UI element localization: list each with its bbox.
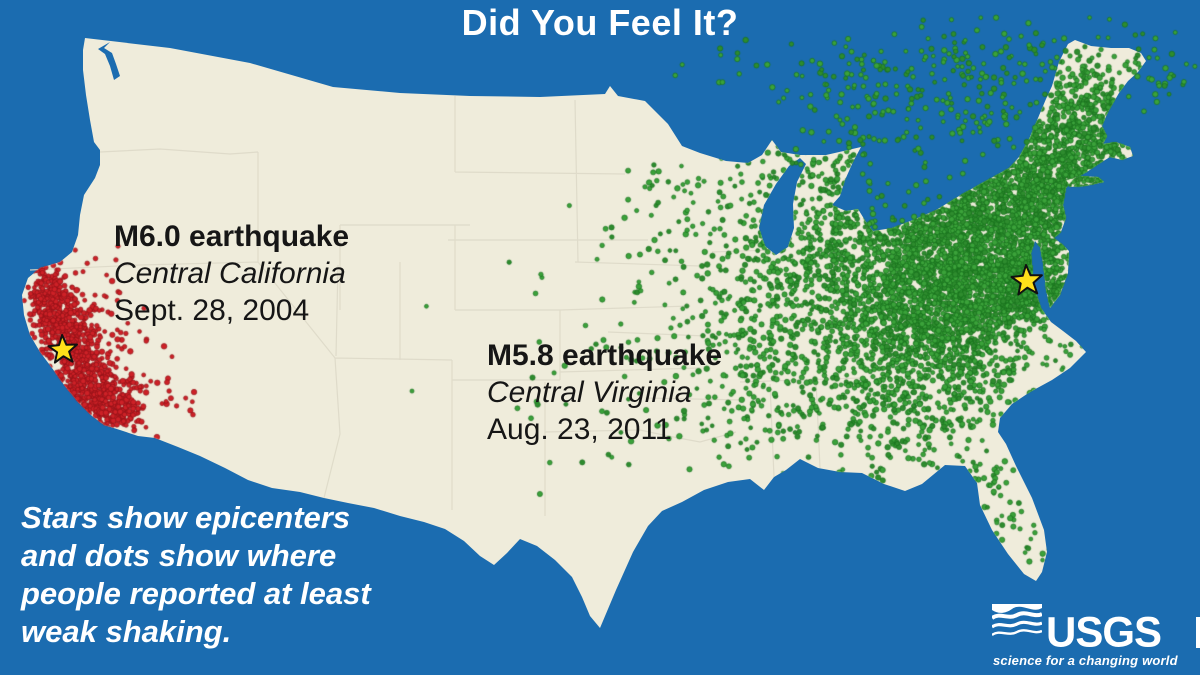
annotation-line: weak shaking. — [21, 614, 232, 649]
epicenter-star-virginia — [1010, 264, 1043, 296]
california-region: Central California — [114, 257, 346, 290]
annotation-line: people reported at least — [21, 576, 371, 611]
usgs-wordmark: USGS — [1046, 607, 1162, 656]
page-title: Did You Feel It? — [461, 2, 739, 43]
california-event-label: M6.0 earthquake Central California Sept.… — [114, 218, 349, 329]
legend-annotation: Stars show epicenters and dots show wher… — [21, 499, 371, 651]
annotation-line: Stars show epicenters — [21, 500, 351, 535]
virginia-date: Aug. 23, 2011 — [487, 413, 672, 446]
california-date: Sept. 28, 2004 — [114, 294, 310, 327]
virginia-event-label: M5.8 earthquake Central Virginia Aug. 23… — [487, 337, 722, 448]
virginia-region: Central Virginia — [487, 376, 692, 409]
california-magnitude: M6.0 earthquake — [114, 220, 350, 253]
epicenter-star-california — [47, 334, 78, 364]
annotation-line: and dots show where — [21, 538, 337, 573]
usgs-wave-icon — [992, 604, 1042, 637]
usgs-tagline: science for a changing world — [993, 653, 1178, 668]
edge-artifact — [1196, 617, 1200, 648]
usgs-logo: USGS science for a changing world — [992, 604, 1182, 670]
virginia-magnitude: M5.8 earthquake — [487, 339, 723, 372]
